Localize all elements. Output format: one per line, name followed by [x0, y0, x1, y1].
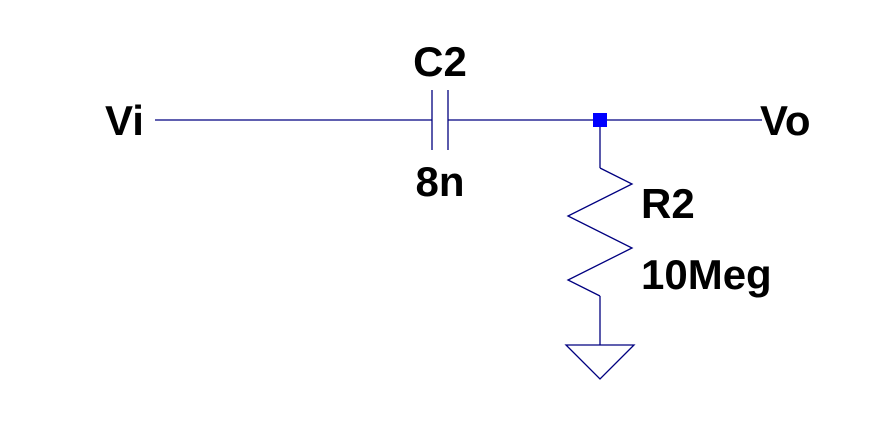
capacitor-value-label: 8n [415, 158, 464, 205]
resistor-name-label: R2 [641, 180, 695, 227]
output-net-label: Vo [760, 97, 811, 144]
junction-node[interactable] [593, 113, 607, 127]
resistor-body [566, 167, 634, 297]
capacitor-name-label: C2 [413, 38, 467, 85]
ground-icon [564, 344, 636, 380]
input-net-label: Vi [105, 97, 144, 144]
resistor-value-label: 10Meg [641, 251, 772, 298]
